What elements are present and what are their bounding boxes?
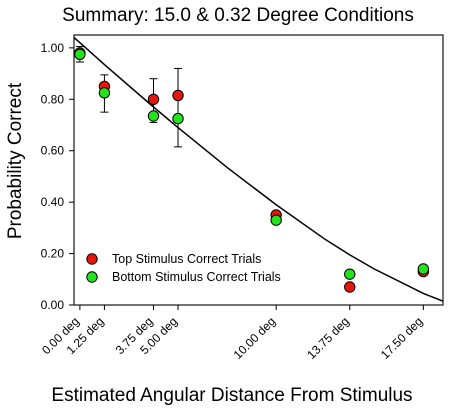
legend-top-label: Top Stimulus Correct Trials xyxy=(112,252,261,266)
y-tick-label: 1.00 xyxy=(41,41,65,55)
x-tick-label: 13.75 deg xyxy=(304,314,352,362)
bottom-stimulus-point xyxy=(344,268,356,280)
plot-frame xyxy=(73,34,444,306)
fit-curve-line xyxy=(74,37,443,302)
bottom-stimulus-point xyxy=(172,112,184,125)
legend-bottom-label: Bottom Stimulus Correct Trials xyxy=(112,270,281,284)
bottom-stimulus-point xyxy=(417,263,430,275)
bottom-stimulus-point xyxy=(147,110,160,122)
x-axis-label: Estimated Angular Distance From Stimulus xyxy=(51,385,412,406)
y-tick-label: 0.00 xyxy=(41,298,65,312)
top-stimulus-point xyxy=(172,89,184,102)
y-tick-label: 0.60 xyxy=(41,144,65,158)
y-axis-label: Probability Correct xyxy=(5,82,26,239)
legend-bottom-marker xyxy=(86,271,98,283)
top-stimulus-point xyxy=(344,281,356,293)
legend-top-marker xyxy=(86,253,98,265)
x-tick-label: 10.00 deg xyxy=(231,314,279,362)
bottom-stimulus-point xyxy=(98,87,111,99)
top-stimulus-point xyxy=(147,93,160,105)
y-tick-label: 0.80 xyxy=(41,92,65,106)
bottom-stimulus-point xyxy=(270,214,282,226)
x-tick-label: 17.50 deg xyxy=(378,314,426,362)
y-tick-label: 0.40 xyxy=(41,195,65,209)
chart-title: Summary: 15.0 & 0.32 Degree Conditions xyxy=(62,5,414,26)
bottom-stimulus-point xyxy=(74,48,86,60)
y-tick-label: 0.20 xyxy=(41,247,65,261)
